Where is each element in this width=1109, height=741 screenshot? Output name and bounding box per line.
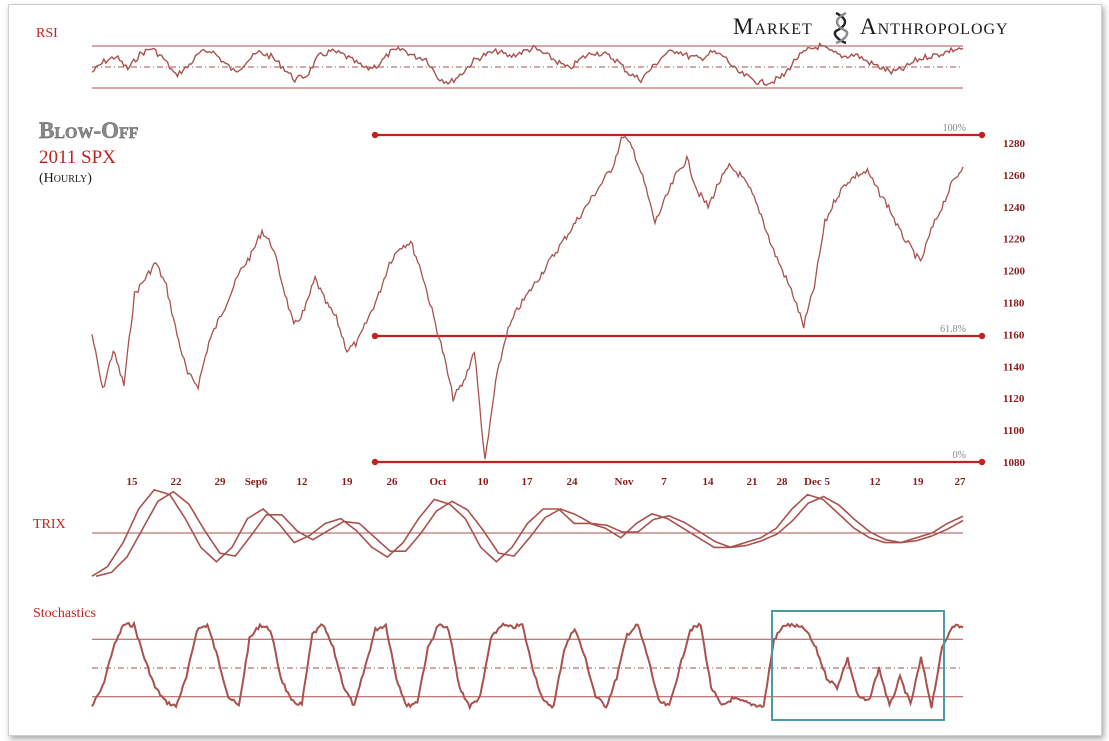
y-tick-label: 1160: [1003, 329, 1025, 341]
price-panel: 100% 61.8% 0% 1080 1100 1120 1140 1160 1180 1200 1…: [91, 123, 1026, 469]
stochastics-panel: [91, 620, 964, 711]
brand-word-2: Anthropology: [860, 14, 1009, 39]
x-tick-label: 26: [387, 476, 399, 488]
trix-signal-line: [95, 490, 964, 577]
x-tick-label: 19: [342, 476, 354, 488]
y-tick-label: 1240: [1003, 202, 1026, 214]
x-tick-label: 22: [171, 476, 183, 488]
chart-title-blowoff: Blow-Off: [39, 118, 139, 143]
x-tick-label: 15: [127, 476, 139, 488]
x-tick-label: Sep6: [245, 476, 268, 488]
y-tick-label: 1140: [1003, 361, 1025, 373]
x-tick-label: 21: [747, 476, 758, 488]
x-tick-label: Nov: [615, 476, 634, 488]
x-tick-label: 7: [661, 476, 667, 488]
x-tick-label: 27: [955, 476, 967, 488]
stoch-k-line: [91, 620, 964, 711]
x-tick-label: Oct: [429, 476, 446, 488]
y-tick-label: 1100: [1003, 425, 1025, 437]
stochastics-panel-label: Stochastics: [33, 606, 96, 621]
fib-endpoint-left: [371, 458, 379, 466]
highlight-box: [771, 610, 945, 721]
fib-endpoint-left: [371, 332, 379, 340]
brand-logo: Market Anthropology: [733, 11, 1009, 45]
x-tick-label: 12: [870, 476, 882, 488]
trix-panel-label: TRIX: [33, 517, 66, 532]
y-tick-label: 1260: [1003, 170, 1026, 182]
y-tick-label: 1280: [1003, 138, 1026, 150]
y-tick-label: 1200: [1003, 266, 1026, 278]
rsi-series-line: [91, 42, 964, 86]
fib-endpoint-right: [978, 131, 986, 139]
x-tick-label: 14: [703, 476, 715, 488]
x-tick-label: 28: [777, 476, 789, 488]
fib-level-label: 61.8%: [940, 324, 966, 335]
fib-endpoint-right: [978, 332, 986, 340]
x-tick-label: 10: [478, 476, 490, 488]
dna-helix-icon: [833, 11, 849, 45]
fib-level-label: 0%: [953, 450, 966, 461]
x-tick-label: 24: [567, 476, 579, 488]
fib-endpoint-right: [978, 458, 986, 466]
y-tick-label: 1180: [1003, 297, 1025, 309]
chart-title-interval: (Hourly): [39, 171, 92, 186]
y-tick-label: 1080: [1003, 457, 1026, 469]
x-tick-label: Dec 5: [804, 476, 830, 488]
fib-level-label: 100%: [943, 123, 966, 134]
y-tick-label: 1120: [1003, 393, 1025, 405]
chart-title-spx: 2011 SPX: [39, 147, 116, 168]
trix-line: [91, 488, 964, 577]
x-tick-label: 19: [913, 476, 925, 488]
trix-panel: [91, 488, 964, 577]
brand-word-1: Market: [733, 14, 813, 39]
x-tick-label: 29: [215, 476, 227, 488]
rsi-panel-label: RSI: [36, 26, 58, 41]
fib-endpoint-left: [371, 131, 379, 139]
rsi-panel: [91, 42, 964, 89]
chart-card: [8, 4, 1102, 736]
x-tick-label: 12: [297, 476, 309, 488]
y-tick-label: 1220: [1003, 234, 1026, 246]
price-series-line: [91, 135, 964, 460]
x-tick-label: 17: [522, 476, 534, 488]
x-axis: 15 22 29 Sep6 12 19 26 Oct 10 17 24 Nov 7 14 21 28 Dec 5…: [127, 476, 967, 488]
